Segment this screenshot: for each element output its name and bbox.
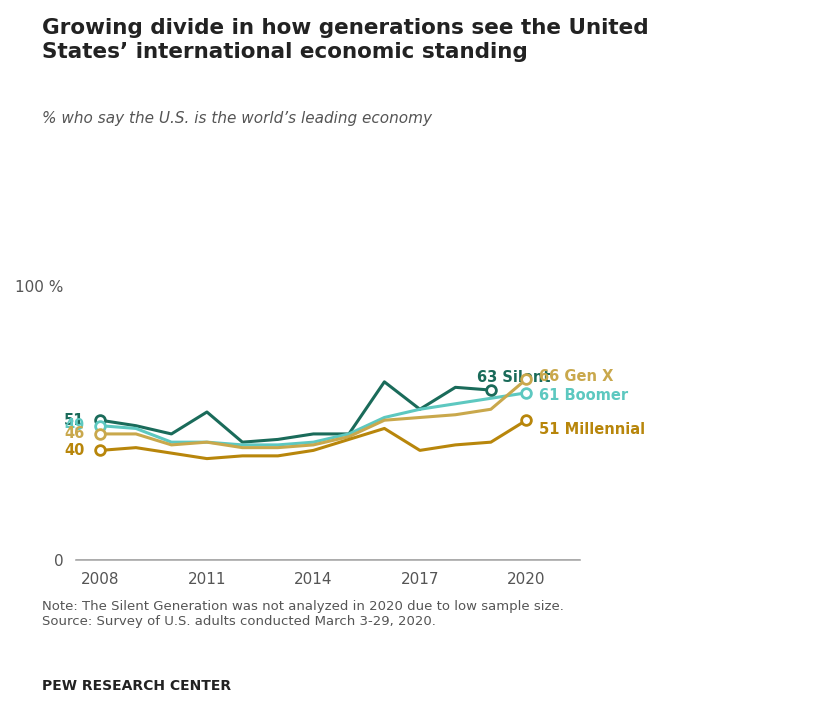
Text: 49: 49 (64, 418, 85, 433)
Text: 61 Boomer: 61 Boomer (538, 388, 628, 403)
Text: % who say the U.S. is the world’s leading economy: % who say the U.S. is the world’s leadin… (42, 111, 432, 126)
Text: Growing divide in how generations see the United
States’ international economic : Growing divide in how generations see th… (42, 18, 648, 62)
Text: 46: 46 (64, 426, 85, 442)
Text: Note: The Silent Generation was not analyzed in 2020 due to low sample size.
Sou: Note: The Silent Generation was not anal… (42, 600, 564, 628)
Text: 63 Silent: 63 Silent (476, 370, 550, 385)
Text: PEW RESEARCH CENTER: PEW RESEARCH CENTER (42, 679, 231, 692)
Text: 40: 40 (64, 443, 85, 458)
Text: 51: 51 (64, 413, 85, 428)
Text: 66 Gen X: 66 Gen X (538, 369, 613, 384)
Text: 51 Millennial: 51 Millennial (538, 422, 645, 437)
